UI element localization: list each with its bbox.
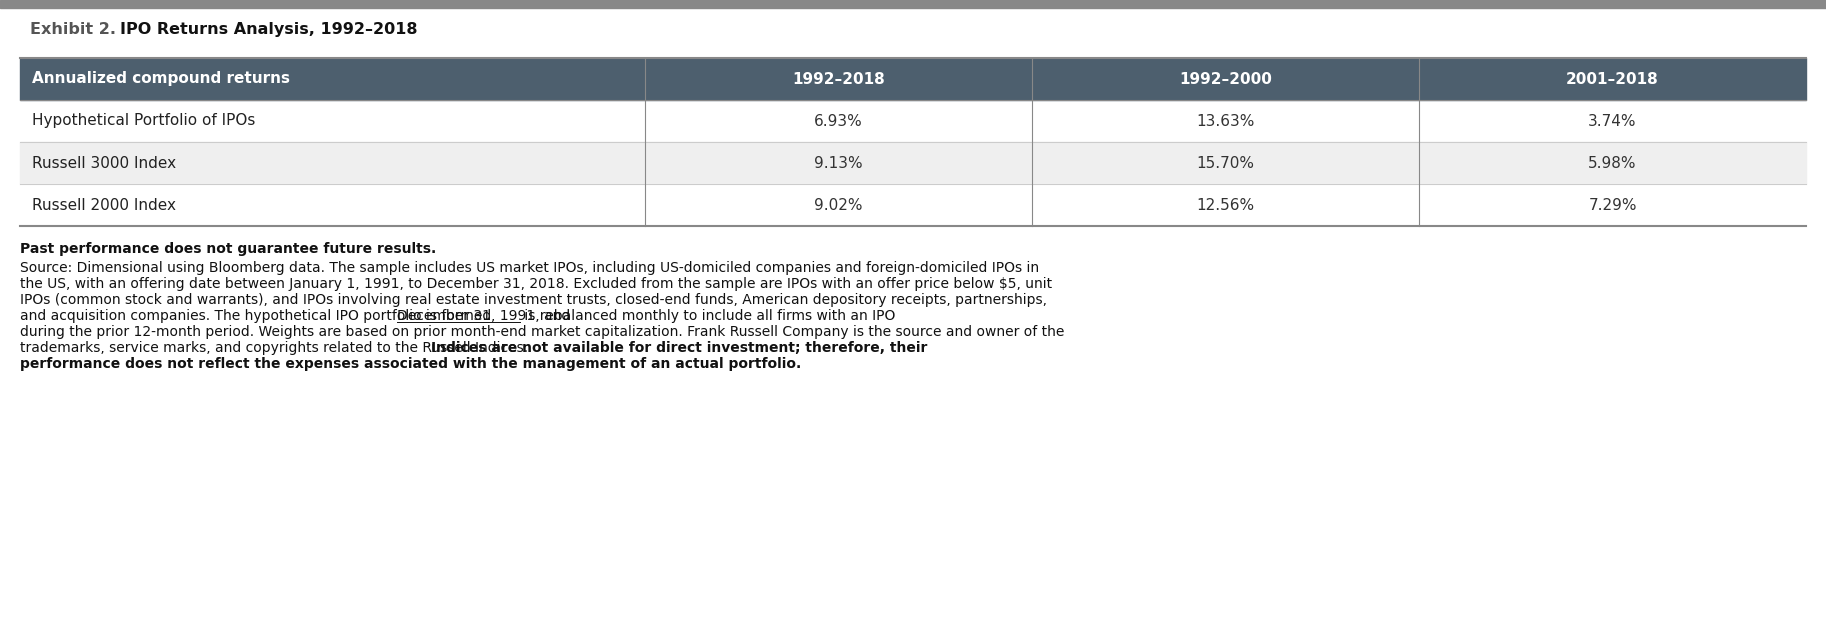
Text: December 31, 1991, and: December 31, 1991, and: [398, 309, 572, 323]
Text: 6.93%: 6.93%: [814, 113, 864, 129]
Text: Annualized compound returns: Annualized compound returns: [33, 71, 290, 86]
Text: 3.74%: 3.74%: [1589, 113, 1636, 129]
Text: 9.02%: 9.02%: [814, 197, 864, 212]
Text: 5.98%: 5.98%: [1589, 156, 1636, 171]
Text: Russell 2000 Index: Russell 2000 Index: [33, 197, 175, 212]
Text: Russell 3000 Index: Russell 3000 Index: [33, 156, 175, 171]
Text: during the prior 12-month period. Weights are based on prior month-end market ca: during the prior 12-month period. Weight…: [20, 325, 1065, 339]
Bar: [20, 100, 1806, 142]
Bar: [20, 142, 1806, 184]
Text: Past performance does not guarantee future results.: Past performance does not guarantee futu…: [20, 242, 436, 256]
Text: the US, with an offering date between January 1, 1991, to December 31, 2018. Exc: the US, with an offering date between Ja…: [20, 277, 1052, 291]
Text: 12.56%: 12.56%: [1196, 197, 1254, 212]
Text: Hypothetical Portfolio of IPOs: Hypothetical Portfolio of IPOs: [33, 113, 256, 129]
Text: Exhibit 2.: Exhibit 2.: [29, 22, 117, 37]
Text: is rebalanced monthly to include all firms with an IPO: is rebalanced monthly to include all fir…: [520, 309, 895, 323]
Text: Source: Dimensional using Bloomberg data. The sample includes US market IPOs, in: Source: Dimensional using Bloomberg data…: [20, 261, 1039, 275]
Text: 2001–2018: 2001–2018: [1567, 71, 1658, 86]
Text: and acquisition companies. The hypothetical IPO portfolio is formed: and acquisition companies. The hypotheti…: [20, 309, 495, 323]
Text: performance does not reflect the expenses associated with the management of an a: performance does not reflect the expense…: [20, 357, 802, 371]
Bar: [0, 0, 1826, 8]
Bar: [20, 184, 1806, 226]
Text: IPO Returns Analysis, 1992–2018: IPO Returns Analysis, 1992–2018: [121, 22, 418, 37]
Text: 9.13%: 9.13%: [814, 156, 864, 171]
Text: 7.29%: 7.29%: [1589, 197, 1636, 212]
Text: 1992–2018: 1992–2018: [792, 71, 886, 86]
Text: 1992–2000: 1992–2000: [1180, 71, 1273, 86]
Text: IPOs (common stock and warrants), and IPOs involving real estate investment trus: IPOs (common stock and warrants), and IP…: [20, 293, 1046, 307]
Text: 15.70%: 15.70%: [1196, 156, 1254, 171]
Bar: [20, 58, 1806, 100]
Text: Indices are not available for direct investment; therefore, their: Indices are not available for direct inv…: [431, 341, 928, 355]
Text: 13.63%: 13.63%: [1196, 113, 1254, 129]
Text: trademarks, service marks, and copyrights related to the Russell Indices.: trademarks, service marks, and copyright…: [20, 341, 533, 355]
